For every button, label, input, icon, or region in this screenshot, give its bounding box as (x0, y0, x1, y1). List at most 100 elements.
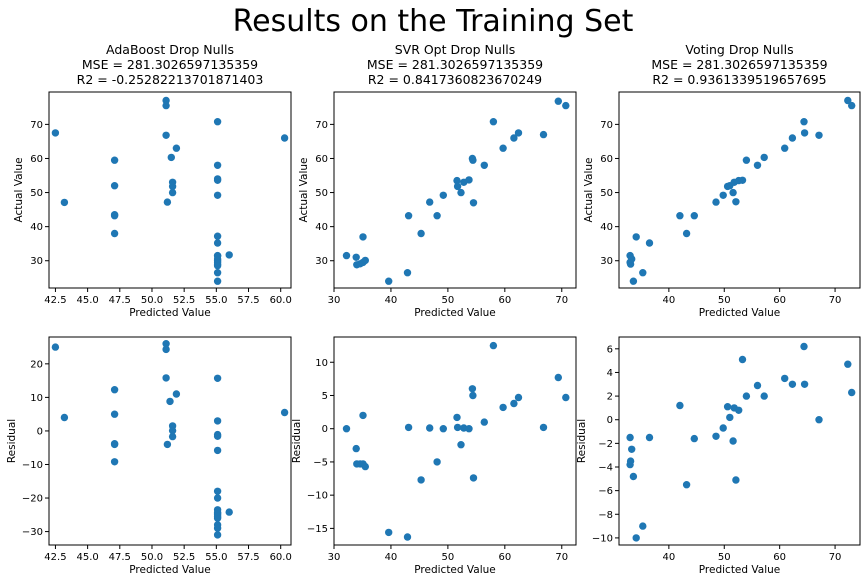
data-point (690, 212, 698, 220)
data-point (719, 424, 727, 432)
data-point (788, 380, 797, 388)
data-point (404, 212, 413, 220)
subplot-4: 42.5 45.0 47.5 50.0 52.5 55.0 57.5 60.0 −30 −20 −1… (6, 336, 292, 576)
y-tick-label: 4 (607, 368, 613, 379)
data-point (213, 494, 222, 502)
x-tick-label: 45.0 (76, 552, 98, 563)
x-tick-label: 70 (555, 552, 568, 563)
data-point (352, 444, 360, 453)
data-point (213, 531, 222, 539)
data-point (800, 342, 808, 351)
data-point (162, 345, 170, 354)
y-tick-label: 40 (30, 222, 43, 233)
data-point (404, 423, 413, 432)
subplot-title-line: AdaBoost Drop Nulls (106, 42, 234, 57)
y-tick-label: 0 (322, 424, 328, 435)
y-tick-label: 50 (600, 188, 613, 199)
data-point (162, 374, 170, 382)
data-point (163, 440, 172, 449)
data-point (639, 522, 647, 530)
data-point (781, 144, 789, 152)
data-point (172, 390, 181, 398)
data-point (51, 343, 60, 351)
data-point (163, 198, 172, 206)
data-point (738, 176, 747, 184)
data-point (753, 161, 762, 169)
x-tick-label: 70 (555, 295, 568, 306)
data-point (167, 153, 175, 162)
y-tick-label: 60 (30, 154, 43, 165)
y-axis-label: Residual (576, 419, 588, 463)
data-point (162, 96, 170, 105)
y-tick-label: 5 (322, 391, 328, 402)
data-point (760, 153, 768, 162)
data-point (719, 191, 727, 199)
data-point (815, 416, 823, 424)
data-point (439, 425, 447, 433)
data-point (465, 176, 473, 184)
y-tick-label: −6 (598, 486, 613, 497)
x-tick-label: 55.0 (205, 295, 227, 306)
data-point (110, 386, 119, 394)
data-point (554, 97, 562, 105)
data-point (342, 251, 351, 260)
scatter-points (626, 96, 856, 285)
y-tick-label: −4 (598, 463, 613, 474)
data-point (359, 233, 367, 241)
y-tick-label: 10 (30, 393, 43, 404)
x-tick-label: 52.5 (173, 552, 195, 563)
y-tick-label: 20 (30, 359, 43, 370)
data-point (213, 514, 222, 522)
data-point (453, 182, 462, 191)
data-point (417, 476, 425, 484)
x-tick-label: 40 (385, 295, 398, 306)
x-tick-label: 50.0 (141, 552, 163, 563)
data-point (539, 130, 548, 139)
data-point (417, 229, 425, 238)
data-point (682, 481, 691, 489)
data-point (453, 176, 461, 185)
data-point (162, 340, 170, 348)
data-point (632, 534, 640, 542)
data-point (848, 101, 856, 110)
y-tick-label: 30 (315, 256, 328, 267)
data-point (639, 269, 647, 277)
y-tick-label: 0 (37, 426, 43, 437)
data-point (168, 432, 177, 441)
data-point (453, 423, 462, 432)
axes-frame (48, 91, 292, 289)
data-point (213, 508, 222, 516)
y-tick-label: −10 (22, 460, 43, 471)
data-point (735, 406, 743, 414)
x-tick-label: 50 (718, 552, 731, 563)
x-tick-label: 70 (829, 295, 842, 306)
data-point (162, 131, 170, 139)
y-axis-label: Residual (6, 419, 18, 463)
x-tick-label: 30 (328, 295, 341, 306)
data-point (742, 392, 751, 400)
scatter-points (342, 341, 570, 541)
data-point (213, 262, 222, 270)
data-point (361, 462, 369, 471)
data-point (168, 182, 177, 191)
y-axis-label: Residual (291, 419, 303, 463)
data-point (110, 410, 119, 418)
y-tick-label: −10 (592, 533, 613, 544)
y-tick-label: 6 (607, 344, 613, 355)
data-point (562, 393, 570, 402)
scatter-points (51, 96, 289, 285)
data-point (426, 198, 434, 206)
data-point (213, 161, 222, 169)
data-point (342, 425, 351, 433)
x-tick-label: 52.5 (173, 295, 195, 306)
x-tick-label: 60 (773, 295, 786, 306)
data-point (110, 229, 119, 238)
y-tick-label: −5 (313, 457, 328, 468)
x-tick-label: 60 (773, 552, 786, 563)
data-point (457, 441, 465, 449)
data-point (562, 101, 570, 110)
data-point (213, 191, 222, 199)
x-axis-label: Predicted Value (699, 307, 780, 319)
x-tick-label: 50 (442, 295, 455, 306)
